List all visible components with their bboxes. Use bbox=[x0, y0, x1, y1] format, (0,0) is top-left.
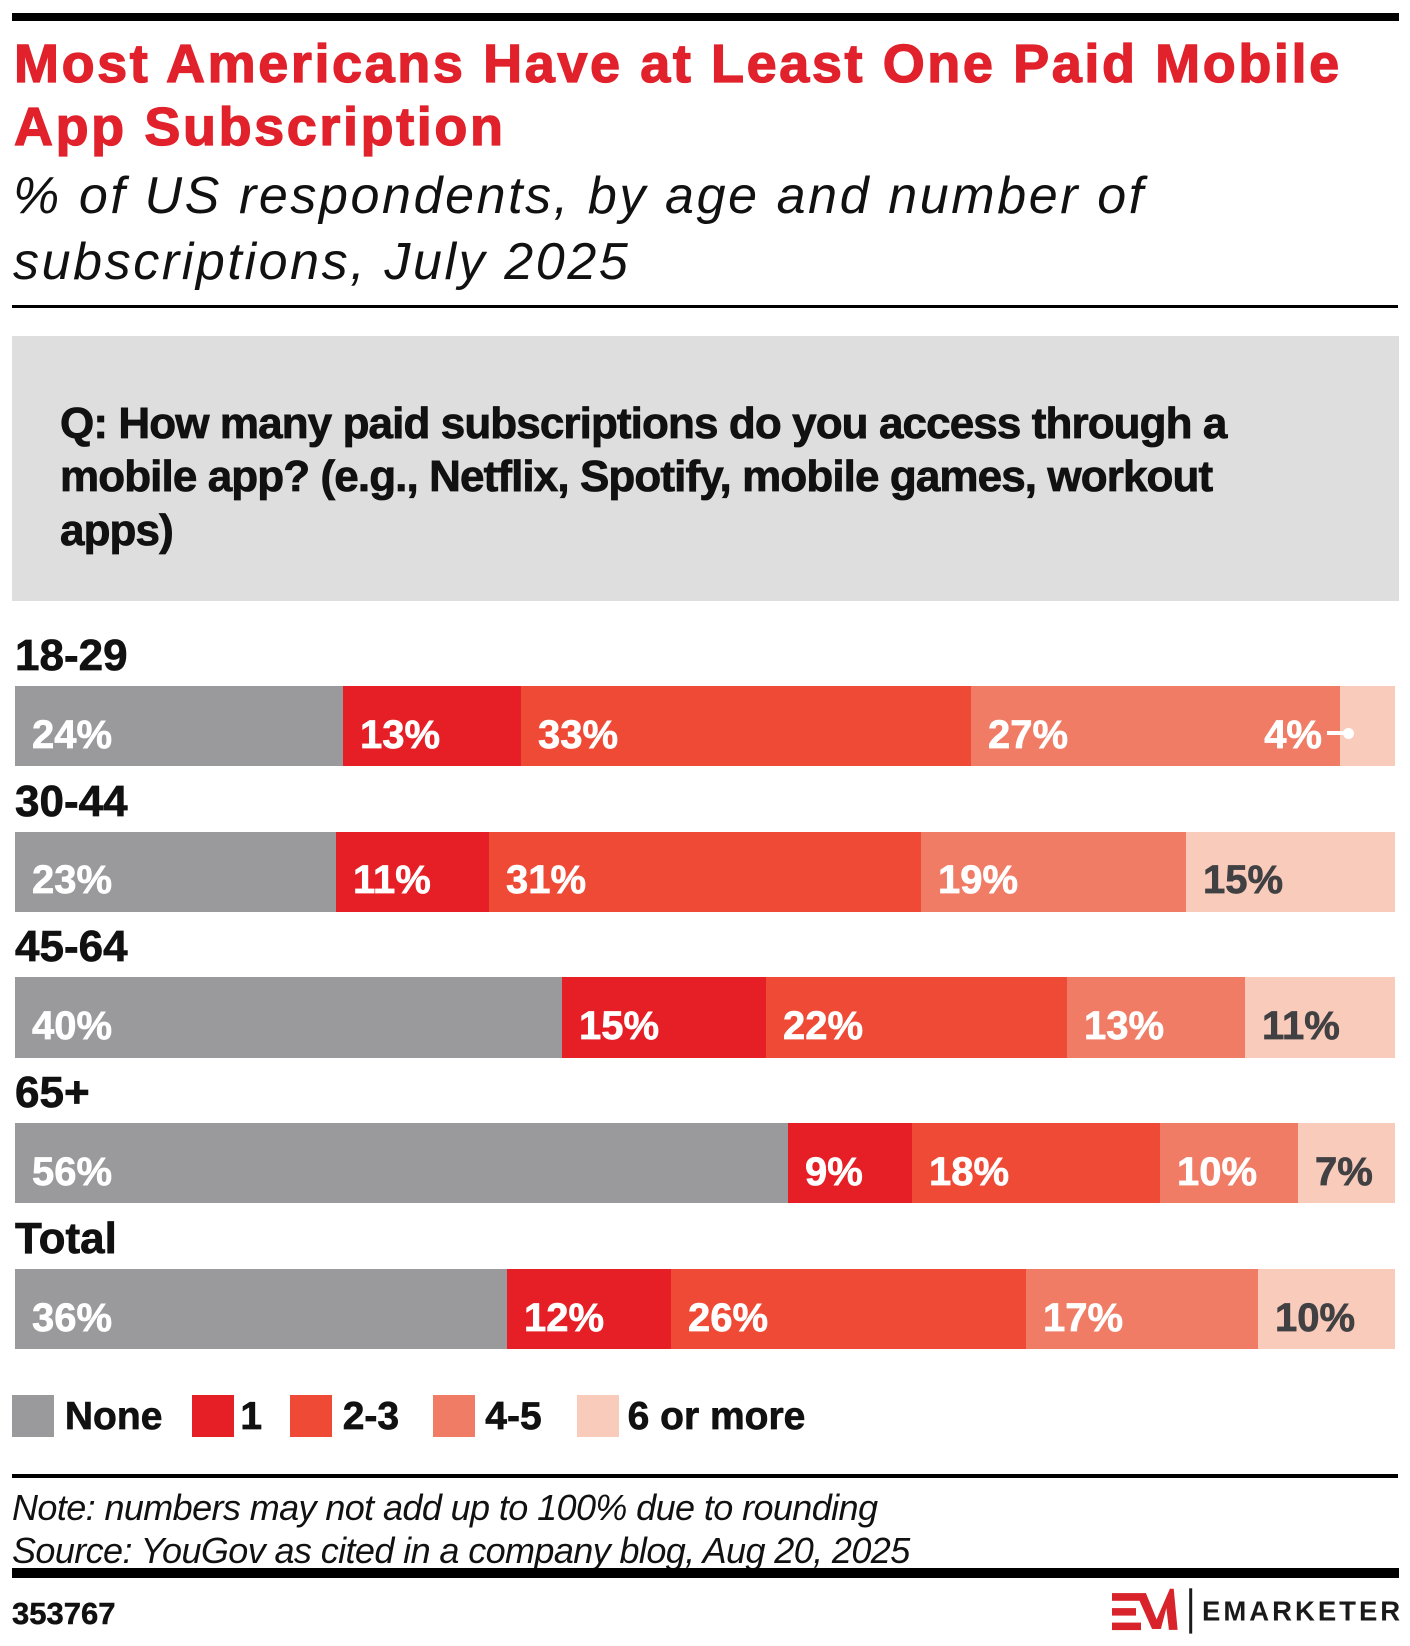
svg-text:EMARKETER: EMARKETER bbox=[1202, 1596, 1403, 1627]
